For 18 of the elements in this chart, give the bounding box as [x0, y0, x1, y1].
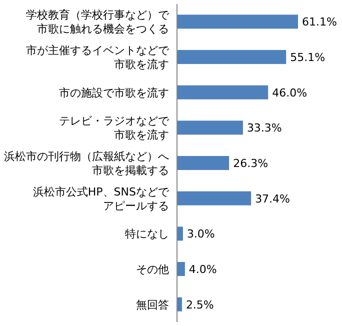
y-tick-label: 浜松市公式HP、SNSなどでアピールする [32, 185, 170, 212]
data-label: 55.1% [290, 51, 326, 64]
y-tick-label: その他 [136, 263, 169, 276]
y-tick-label: 浜松市の刊行物（広報紙など）へ市歌を掲載する [4, 150, 169, 177]
data-label: 61.1% [302, 16, 337, 29]
data-label: 2.5% [186, 298, 214, 312]
data-label: 3.0% [186, 228, 215, 241]
data-label: 33.3% [246, 122, 282, 135]
y-tick-label: 市が主催するイベントなどで市歌を流す [26, 44, 170, 71]
y-tick-label: 特になし [125, 228, 169, 241]
data-label: 4.0% [188, 263, 217, 276]
y-tick-label: 学校教育（学校行事など）で市歌に触れる機会をつくる [26, 8, 170, 36]
y-tick-label: テレビ・ラジオなどで市歌を流す [59, 114, 170, 142]
y-tick-label: 市の施設で市歌を流す [59, 86, 169, 100]
data-label: 37.4% [255, 192, 290, 206]
y-tick-label: 無回答 [136, 298, 169, 312]
data-label: 26.3% [233, 157, 268, 170]
data-label: 46.0% [272, 86, 308, 100]
